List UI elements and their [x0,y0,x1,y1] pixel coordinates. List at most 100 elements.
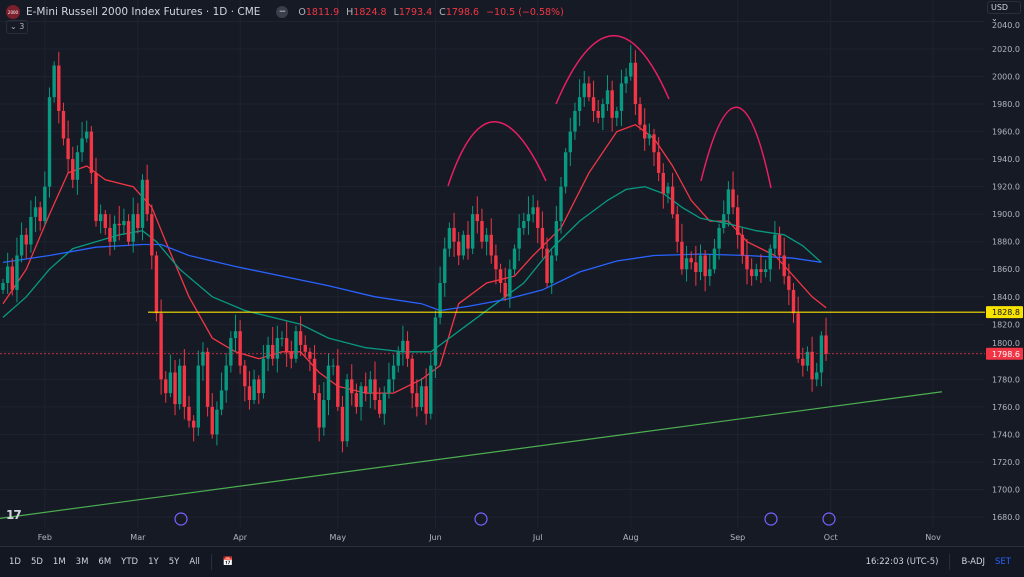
candle-body [326,365,331,401]
time-tick-label: Nov [925,533,941,542]
range-button-3m[interactable]: 3M [75,557,89,567]
candle [131,197,135,253]
candle-body [545,248,549,284]
candle-body [531,207,535,215]
price-axis[interactable]: 2040.0 2020.0 2000.0 1980.0 1960.0 1940.0 1920… [985,0,1024,546]
candle-body [145,179,149,215]
candle [322,382,326,436]
candle-body [684,258,689,270]
candle-body [238,331,242,366]
candle [619,69,624,127]
candle-body [354,393,359,407]
candle [559,177,563,234]
candle-body [182,365,187,407]
candle [661,163,665,209]
candle-body [266,344,270,359]
price-tick-label: 2020.0 [992,45,1020,54]
calendar-icon[interactable]: 📅 [222,557,234,567]
range-button-5d[interactable]: 5D [30,557,43,567]
dividend-event-icon[interactable] [174,512,188,526]
candle [805,346,810,372]
indicators-toggle[interactable]: ⌄ 3 [6,20,29,34]
candle-body [377,400,382,414]
head-and-shoulders-annotations[interactable] [447,35,772,189]
adjustment-toggle[interactable]: B-ADJ [961,557,986,567]
divider [949,554,951,570]
candle-body [508,269,512,297]
candle [117,205,121,241]
candle [466,221,470,260]
candle-body [801,358,805,366]
price-axis-background [985,0,1024,546]
range-button-1d[interactable]: 1D [9,557,21,567]
tradingview-logo[interactable]: 17 [6,508,22,522]
candle-body [512,248,517,270]
price-tick-label: 1900.0 [992,210,1020,219]
candle [103,210,107,235]
candle-body [466,234,470,249]
candle-body [522,221,526,228]
symbol-title[interactable]: E-Mini Russell 2000 Index Futures · 1D ·… [26,6,261,18]
candle [731,171,735,215]
candle-body [619,83,624,111]
time-axis[interactable]: Feb Mar Apr May Jun Jul Aug Sep Oct Nov [38,533,941,542]
range-button-all[interactable]: All [189,557,200,567]
session-toggle[interactable]: SET [995,557,1011,567]
candle [112,215,117,250]
moving-average-line [2,123,827,394]
range-button-1m[interactable]: 1M [52,557,66,567]
candle-body [219,390,224,410]
range-button-5y[interactable]: 5Y [168,557,180,567]
candle [443,237,447,297]
candle [457,232,461,266]
candle [377,387,382,418]
candle-body [61,110,66,139]
candle-body [247,386,252,401]
minus-icon[interactable]: − [276,6,289,18]
candle [224,353,228,403]
left-shoulder-arc[interactable] [447,121,547,187]
candle [345,373,349,447]
currency-selector[interactable]: USD ⌄ [987,1,1021,23]
candle-body [396,351,400,366]
support-trendline[interactable] [0,391,943,519]
price-tick-label: 2040.0 [992,21,1020,30]
price-chart[interactable]: 2040.0 2020.0 2000.0 1980.0 1960.0 1940.0 1920… [0,0,1024,546]
candle [294,325,298,363]
event-markers[interactable] [174,512,836,526]
clock-time[interactable]: 16:22:03 (UTC-5) [865,557,939,567]
range-button-ytd[interactable]: YTD [121,557,139,567]
candle-body [596,110,600,118]
candle-body [168,372,173,394]
candle-body [159,313,163,380]
right-shoulder-arc[interactable] [700,106,772,189]
dividend-event-icon[interactable] [474,512,488,526]
candle-body [210,406,214,435]
candle-body [336,365,340,407]
candle [182,349,187,420]
open-value: 1811.9 [305,6,340,18]
candle-body [694,262,698,272]
dividend-event-icon[interactable] [764,512,778,526]
candle [150,204,154,270]
candle [722,200,726,234]
candle-body [656,152,661,173]
candle-body [233,331,238,339]
candle-body [350,379,354,394]
range-button-6m[interactable]: 6M [98,557,112,567]
candle [359,382,363,421]
candle-body [5,266,10,284]
candle [461,230,466,260]
candle-body [1,283,5,290]
candle [122,208,126,235]
price-tick-label: 2000.0 [992,73,1020,82]
range-button-1y[interactable]: 1Y [148,557,159,567]
candle-body [303,344,307,352]
price-tick-label: 1800.0 [992,339,1020,348]
candle-body [85,131,89,139]
lightning-event-icon[interactable] [822,512,836,526]
candle-body [75,152,80,180]
candle [196,350,200,436]
head-arc[interactable] [555,35,670,105]
candle-body [391,365,396,380]
